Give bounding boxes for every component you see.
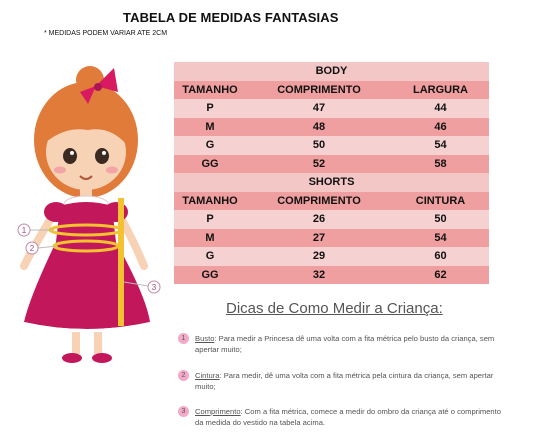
body-size-cell: M	[174, 117, 246, 136]
shorts-size-cell: P	[174, 210, 246, 229]
body-length-cell: 48	[246, 117, 392, 136]
tip-text: : Com a fita métrica, comece a medir do …	[195, 407, 501, 427]
left-shoe	[62, 353, 82, 363]
shorts-waist-cell: 54	[392, 228, 489, 247]
tip-term: Comprimento	[195, 407, 241, 416]
girl-illustration: 1 2 3	[17, 66, 161, 363]
shorts-waist-cell: 62	[392, 265, 489, 284]
body-header-row: TAMANHO COMPRIMENTO LARGURA	[174, 80, 489, 99]
shorts-length-cell: 32	[246, 265, 392, 284]
body-length-cell: 50	[246, 136, 392, 155]
body-width-cell: 46	[392, 117, 489, 136]
tip-waist: 2 Cintura: Para medir, dê uma volta com …	[178, 370, 508, 392]
page-title: TABELA DE MEDIDAS FANTASIAS	[123, 10, 339, 25]
body-length-cell: 47	[246, 99, 392, 118]
dress-bodice	[56, 202, 116, 242]
measurement-note: * MEDIDAS PODEM VARIAR ATE 2CM	[44, 30, 168, 37]
shorts-length-cell: 26	[246, 210, 392, 229]
body-width-cell: 58	[392, 154, 489, 173]
left-eye	[63, 148, 77, 164]
marker-3-label: 3	[152, 283, 157, 292]
tip-number-icon: 1	[178, 333, 189, 344]
body-col-length: COMPRIMENTO	[246, 80, 392, 99]
shorts-col-size: TAMANHO	[174, 191, 246, 210]
shorts-section-row: SHORTS	[174, 173, 489, 192]
right-shoe	[92, 353, 112, 363]
tip-bust: 1 Busto: Para medir a Princesa dê uma vo…	[178, 333, 508, 355]
shorts-section-title: SHORTS	[174, 173, 489, 192]
tips-title: Dicas de Como Medir a Criança:	[226, 300, 443, 317]
body-col-size: TAMANHO	[174, 80, 246, 99]
shorts-length-cell: 27	[246, 228, 392, 247]
table-row: M 27 54	[174, 228, 489, 247]
tip-text: : Para medir a Princesa dê uma volta com…	[195, 334, 495, 354]
shorts-length-cell: 29	[246, 247, 392, 266]
table-row: GG 52 58	[174, 154, 489, 173]
body-width-cell: 44	[392, 99, 489, 118]
shorts-size-cell: G	[174, 247, 246, 266]
body-section-title: BODY	[174, 62, 489, 81]
tip-number-icon: 2	[178, 370, 189, 381]
shorts-header-row: TAMANHO COMPRIMENTO CINTURA	[174, 191, 489, 210]
body-size-cell: G	[174, 136, 246, 155]
face	[46, 114, 126, 190]
table-row: G 50 54	[174, 136, 489, 155]
table-row: P 47 44	[174, 99, 489, 118]
table-row: G 29 60	[174, 247, 489, 266]
body-length-cell: 52	[246, 154, 392, 173]
size-table: BODY TAMANHO COMPRIMENTO LARGURA P 47 44…	[174, 62, 489, 284]
dress-skirt	[24, 242, 150, 329]
tip-text: : Para medir, dê uma volta com a fita mé…	[195, 371, 494, 391]
shorts-size-cell: M	[174, 228, 246, 247]
tip-length: 3 Comprimento: Com a fita métrica, comec…	[178, 406, 508, 428]
table-row: P 26 50	[174, 210, 489, 229]
shorts-col-waist: CINTURA	[392, 191, 489, 210]
tip-number-icon: 3	[178, 406, 189, 417]
body-section-row: BODY	[174, 62, 489, 81]
table-row: GG 32 62	[174, 265, 489, 284]
shorts-waist-cell: 50	[392, 210, 489, 229]
body-width-cell: 54	[392, 136, 489, 155]
hair-bangs	[46, 109, 126, 144]
table-row: M 48 46	[174, 117, 489, 136]
marker-2-label: 2	[30, 244, 35, 253]
marker-3-icon: 3	[147, 280, 161, 294]
marker-1-label: 1	[22, 226, 27, 235]
body-col-width: LARGURA	[392, 80, 489, 99]
shorts-waist-cell: 60	[392, 247, 489, 266]
marker-2-icon: 2	[25, 241, 39, 255]
right-eye	[95, 148, 109, 164]
tape-measure-vertical	[118, 198, 124, 326]
shorts-col-length: COMPRIMENTO	[246, 191, 392, 210]
tip-term: Cintura	[195, 371, 220, 380]
tip-term: Busto	[195, 334, 215, 343]
marker-1-icon: 1	[17, 223, 31, 237]
body-size-cell: GG	[174, 154, 246, 173]
shorts-size-cell: GG	[174, 265, 246, 284]
bow-icon	[80, 68, 118, 104]
body-size-cell: P	[174, 99, 246, 118]
